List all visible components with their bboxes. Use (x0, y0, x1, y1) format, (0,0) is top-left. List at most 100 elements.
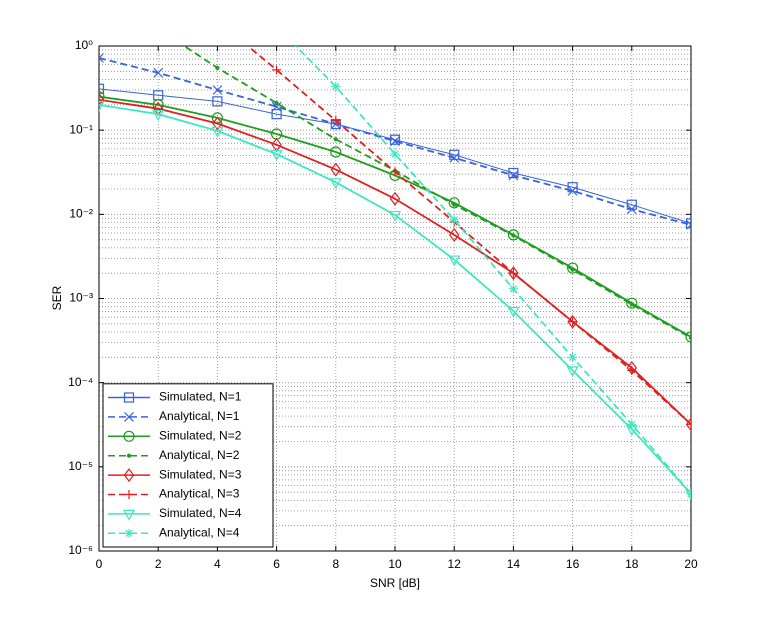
data-point (271, 109, 282, 120)
data-point (568, 352, 578, 362)
data-point (685, 331, 691, 343)
data-point (389, 191, 401, 206)
data-point (627, 365, 637, 375)
data-point (627, 419, 637, 429)
data-point (507, 229, 520, 241)
data-point (567, 185, 578, 196)
y-tick-label: 10⁻⁵ (68, 459, 93, 473)
data-point (215, 65, 220, 70)
data-point (271, 101, 282, 112)
data-point (99, 53, 104, 63)
legend-marker (123, 430, 135, 442)
x-tick-label: 4 (214, 557, 221, 571)
legend-label: Simulated, N=4 (159, 506, 242, 520)
data-point (448, 197, 460, 209)
data-point (212, 85, 223, 95)
series-line (99, 103, 691, 495)
x-tick-label: 18 (625, 557, 639, 571)
data-point (390, 136, 400, 147)
data-point (508, 170, 519, 181)
data-point (626, 297, 638, 309)
data-point (99, 83, 105, 94)
data-point (686, 419, 691, 429)
y-tick-label: 10⁻³ (69, 291, 93, 305)
data-point (508, 268, 518, 278)
data-point (330, 162, 342, 177)
legend-marker (124, 528, 134, 538)
legend-label: Simulated, N=3 (159, 467, 242, 481)
x-tick-label: 0 (96, 557, 103, 571)
data-point (99, 92, 105, 107)
plot-frame (98, 45, 692, 552)
y-tick-label: 10⁻² (69, 207, 93, 221)
data-point (449, 152, 460, 163)
data-point (452, 202, 457, 207)
legend-marker (122, 509, 136, 521)
data-point (99, 91, 105, 103)
legend-marker (123, 468, 135, 483)
data-point (507, 306, 520, 318)
data-point (684, 489, 691, 501)
data-point (511, 233, 516, 238)
data-point (272, 65, 282, 75)
data-point (566, 366, 579, 378)
legend-marker (123, 392, 135, 403)
x-axis-label: SNR [dB] (370, 576, 420, 590)
x-tick-label: 10 (388, 557, 402, 571)
data-point (153, 67, 164, 78)
data-point (629, 302, 634, 307)
data-point (449, 215, 459, 225)
data-point (274, 100, 279, 106)
legend-marker (126, 453, 132, 458)
data-point (568, 317, 578, 327)
legend-label: Analytical, N=4 (159, 525, 240, 539)
data-point (626, 204, 637, 215)
data-point (566, 262, 579, 274)
data-point (212, 116, 223, 131)
y-axis-label: SER (50, 285, 64, 310)
legend-label: Analytical, N=3 (159, 487, 240, 501)
data-point (448, 227, 460, 242)
data-point (686, 219, 691, 230)
data-point (152, 110, 165, 121)
y-tick-label: 10⁰ (75, 38, 93, 52)
data-point (388, 210, 402, 222)
data-point (390, 149, 400, 159)
x-tick-label: 8 (332, 557, 339, 571)
data-point (331, 116, 341, 126)
data-point (212, 96, 223, 107)
series-line (99, 57, 691, 226)
data-point (449, 149, 460, 160)
data-point (331, 82, 341, 92)
y-tick-label: 10⁻¹ (69, 122, 93, 136)
legend-label: Analytical, N=2 (159, 448, 240, 462)
x-tick-label: 16 (566, 557, 580, 571)
data-point (448, 255, 461, 267)
legend-marker (124, 490, 134, 499)
legend-label: Simulated, N=2 (159, 428, 242, 442)
data-point (333, 137, 338, 142)
series-line (294, 46, 691, 495)
plot-area (99, 46, 691, 501)
legend-label: Simulated, N=1 (159, 390, 242, 404)
data-point (211, 126, 224, 138)
x-tick-label: 2 (155, 557, 162, 571)
data-point (688, 335, 691, 341)
data-point (152, 99, 164, 111)
data-point (570, 267, 575, 272)
y-tick-label: 10⁻⁴ (68, 375, 93, 389)
legend-box (102, 383, 274, 548)
data-point (508, 167, 519, 179)
x-tick-label: 6 (273, 557, 280, 571)
data-point (330, 146, 342, 158)
data-point (390, 167, 400, 177)
data-point (329, 178, 342, 190)
legend-label: Analytical, N=1 (159, 409, 240, 423)
x-tick-label: 12 (448, 557, 462, 571)
y-tick-label: 10⁻⁶ (68, 543, 93, 557)
series-line (182, 46, 691, 339)
data-point (99, 100, 106, 112)
data-point (508, 284, 518, 294)
legend-marker (124, 411, 134, 422)
